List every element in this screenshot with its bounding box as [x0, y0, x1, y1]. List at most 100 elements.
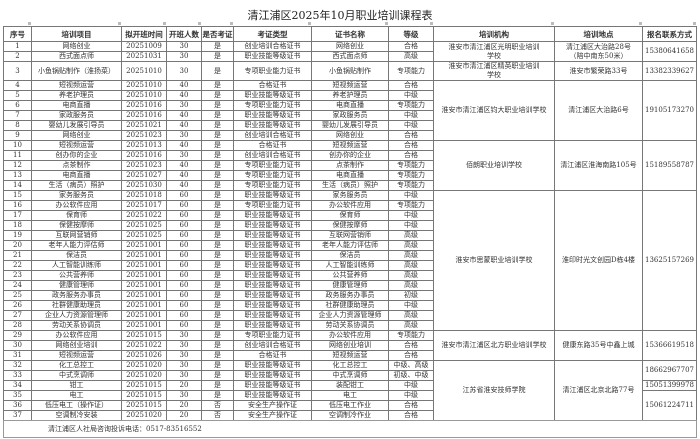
cell-certified: 是 — [201, 130, 234, 141]
cell-class-size: 60 — [166, 230, 202, 241]
cell-seq: 19 — [3, 230, 32, 241]
cell-phone: 13625157269 — [642, 190, 697, 331]
filter-dropdown-icon[interactable] — [430, 22, 433, 25]
cell-start-date: 20251022 — [121, 210, 167, 221]
filter-dropdown-icon[interactable] — [693, 22, 696, 25]
filter-dropdown-icon[interactable] — [163, 22, 166, 25]
cell-institution: 淮安市清江浦区光明职业培训学校 — [433, 41, 555, 62]
table-row: 9 网络创业 20251023 30 是创业培训合格证书 网络创业 合格 — [3, 130, 697, 141]
cell-seq: 20 — [3, 240, 32, 251]
cell-certified: 是 — [201, 180, 234, 191]
cell-level: 中级 — [388, 380, 434, 391]
cell-cert-type: 职业技能等级证书 — [233, 360, 312, 371]
cell-start-date: 20251027 — [121, 170, 167, 181]
cell-seq: 23 — [3, 270, 32, 281]
header-cert-type[interactable]: 考证类型 — [233, 26, 312, 42]
header-institution[interactable]: 培训机构 — [433, 26, 555, 42]
cell-project: 养老护理员 — [31, 90, 122, 101]
filter-dropdown-icon[interactable] — [308, 22, 311, 25]
filter-dropdown-icon[interactable] — [230, 22, 233, 25]
cell-start-date: 20251016 — [121, 110, 167, 121]
cell-project: 家务服务员 — [31, 190, 122, 201]
cell-start-date: 20251010 — [121, 80, 167, 91]
header-phone[interactable]: 报名联系方式 — [642, 26, 697, 42]
cell-institution: 淮安市思蒙职业培训学校 — [433, 190, 555, 331]
cell-project: 小鱼锅贴制作（淮扬菜） — [31, 61, 122, 81]
cell-cert-name: 电商直播 — [311, 170, 389, 181]
cell-level: 高级 — [388, 280, 434, 291]
cell-class-size: 40 — [166, 160, 202, 171]
cell-class-size: 40 — [166, 180, 202, 191]
filter-dropdown-icon[interactable] — [118, 22, 121, 25]
cell-cert-type: 职业技能等级证书 — [233, 120, 312, 131]
cell-project: 人工智能训练师 — [31, 260, 122, 271]
cell-seq: 37 — [3, 410, 32, 421]
filter-dropdown-icon[interactable] — [551, 22, 554, 25]
cell-cert-type: 职业技能等级证书 — [233, 280, 312, 291]
cell-level: 专项能力 — [388, 100, 434, 111]
cell-level: 专项能力 — [388, 330, 434, 341]
cell-location: 清江浦区淮海南路105号 — [554, 140, 643, 191]
cell-level: 中级 — [388, 190, 434, 201]
cell-cert-name: 健康管理师 — [311, 280, 389, 291]
cell-class-size: 30 — [166, 370, 202, 381]
header-start-date[interactable]: 拟开班时间 — [121, 26, 167, 42]
cell-location: 清江浦区大治路28号（陪中南东50米） — [554, 41, 643, 62]
header-seq[interactable]: 序号 — [3, 26, 32, 42]
cell-certified: 是 — [201, 330, 234, 341]
cell-project: 政务服务办事员 — [31, 290, 122, 301]
filter-dropdown-icon[interactable] — [28, 22, 31, 25]
table-row: 4 短视频运营 20251010 40 是合格证书 短视频运营 合格 淮安市清江浦区钧大职业培… — [3, 80, 697, 141]
cell-cert-name: 化工总控工 — [311, 360, 389, 371]
cell-project: 中式烹调师 — [31, 370, 122, 381]
header-cert-name[interactable]: 证书名称 — [311, 26, 389, 42]
cell-class-size: 60 — [166, 260, 202, 271]
header-project[interactable]: 培训项目 — [31, 26, 122, 42]
header-level[interactable]: 等级 — [388, 26, 434, 42]
cell-cert-name: 公共营养师 — [311, 270, 389, 281]
cell-class-size: 60 — [166, 320, 202, 331]
cell-seq: 25 — [3, 290, 32, 301]
cell-start-date: 20251026 — [121, 350, 167, 361]
cell-institution: 江苏省淮安技师学院 — [433, 360, 555, 421]
cell-project: 社群健康助理员 — [31, 300, 122, 311]
cell-certified: 是 — [201, 170, 234, 181]
cell-project: 办公软件应用 — [31, 330, 122, 341]
header-location[interactable]: 培训地点 — [554, 26, 643, 42]
cell-class-size: 40 — [166, 120, 202, 131]
cell-cert-type: 合格证书 — [233, 80, 312, 91]
cell-certified: 是 — [201, 110, 234, 121]
cell-project: 网络创业 — [31, 130, 122, 141]
cell-cert-name: 空调制冷作业 — [311, 410, 389, 421]
filter-dropdown-icon[interactable] — [385, 22, 388, 25]
cell-start-date: 20251001 — [121, 310, 167, 321]
cell-seq: 6 — [3, 100, 32, 111]
cell-cert-type: 职业技能等级证书 — [233, 90, 312, 101]
table-row: 23 公共营养师 20251001 60 是职业技能等级证书 公共营养师 高级 — [3, 270, 697, 281]
header-class-size[interactable]: 开班人数 — [166, 26, 202, 42]
cell-class-size: 60 — [166, 240, 202, 251]
cell-project: 企业人力资源管理师 — [31, 310, 122, 321]
filter-dropdown-icon[interactable] — [198, 22, 201, 25]
cell-project: 短视频运营 — [31, 140, 122, 151]
page-title: 清江浦区2025年10月职业培训课程表 — [0, 7, 700, 23]
cell-start-date: 20251010 — [121, 90, 167, 101]
cell-seq: 14 — [3, 180, 32, 191]
table-row: 30 网络创业培训 20251022 30 是创业培训合格证书 网络创业培训 合格 — [3, 340, 697, 351]
cell-start-date: 20251016 — [121, 100, 167, 111]
cell-seq: 35 — [3, 390, 32, 401]
cell-cert-type: 职业技能等级证书 — [233, 250, 312, 261]
cell-certified: 是 — [201, 310, 234, 321]
cell-class-size: 30 — [166, 51, 202, 62]
filter-dropdown-icon[interactable] — [639, 22, 642, 25]
table-row: 29 办公软件应用 20251015 30 是专项职业能力证书 办公软件应用 专项能力 淮安市… — [3, 330, 697, 361]
cell-seq: 31 — [3, 350, 32, 361]
cell-project: 化工总控工 — [31, 360, 122, 371]
cell-cert-name: 保育师 — [311, 210, 389, 221]
header-certified[interactable]: 是否考证 — [201, 26, 234, 42]
cell-cert-type: 职业技能等级证书 — [233, 51, 312, 62]
cell-seq: 2 — [3, 51, 32, 62]
cell-level: 专项能力 — [388, 170, 434, 181]
cell-certified: 是 — [201, 390, 234, 401]
cell-cert-name: 网络创业 — [311, 130, 389, 141]
